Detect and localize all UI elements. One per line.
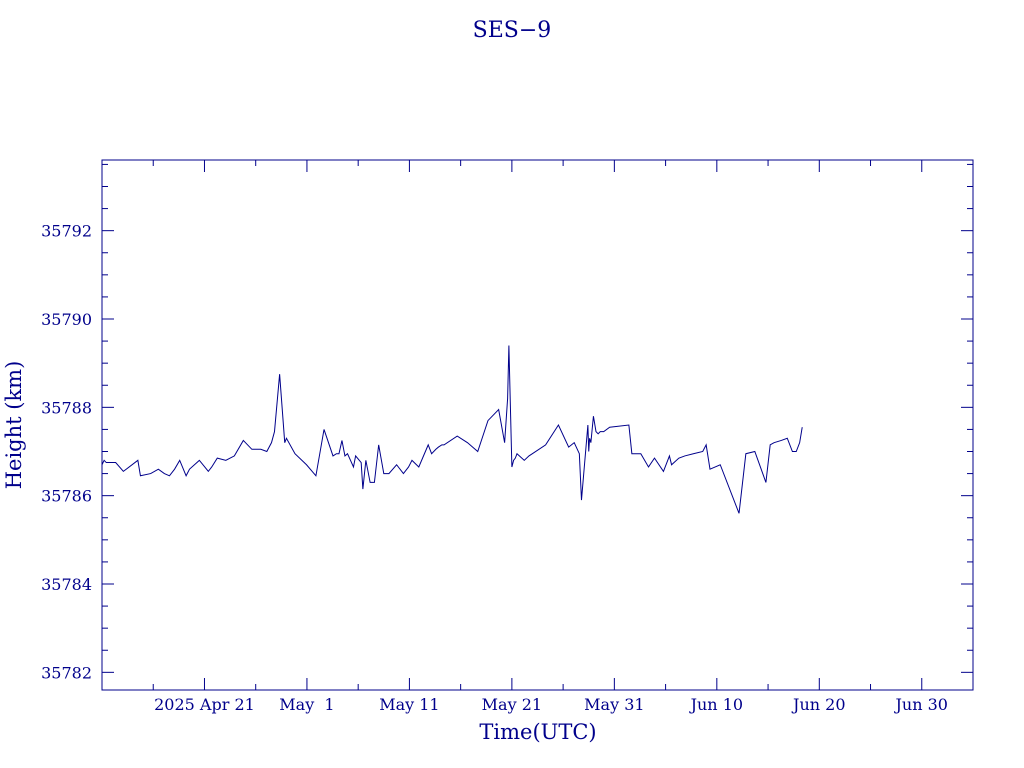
x-axis-title: Time(UTC) (479, 720, 596, 744)
y-tick-label: 35782 (41, 663, 92, 682)
x-tick-label: May 21 (482, 695, 542, 714)
x-tick-label: Jun 10 (689, 695, 743, 714)
y-tick-label: 35788 (41, 398, 92, 417)
x-tick-label: Jun 20 (791, 695, 845, 714)
x-tick-label: 2025 Apr 21 (154, 695, 255, 714)
chart-title: SES−9 (473, 18, 552, 43)
x-tick-label: May 31 (584, 695, 644, 714)
y-tick-label: 35784 (41, 575, 92, 594)
y-axis-ticks: 35782 35784 35786 35788 35790 35792 (41, 163, 973, 682)
y-axis-title: Height (km) (2, 361, 26, 490)
x-tick-label: May 11 (379, 695, 439, 714)
y-tick-label: 35786 (41, 487, 92, 506)
x-axis-ticks: 2025 Apr 21 May 1 May 11 May 21 May 31 Jun 10… (101, 160, 974, 714)
series-layer (101, 345, 803, 514)
y-tick-label: 35792 (41, 222, 92, 241)
x-tick-label: May 1 (279, 695, 334, 714)
series-line (101, 345, 803, 514)
y-tick-label: 35790 (41, 310, 92, 329)
x-tick-label: Jun 30 (894, 695, 948, 714)
plot-frame (101, 159, 974, 691)
